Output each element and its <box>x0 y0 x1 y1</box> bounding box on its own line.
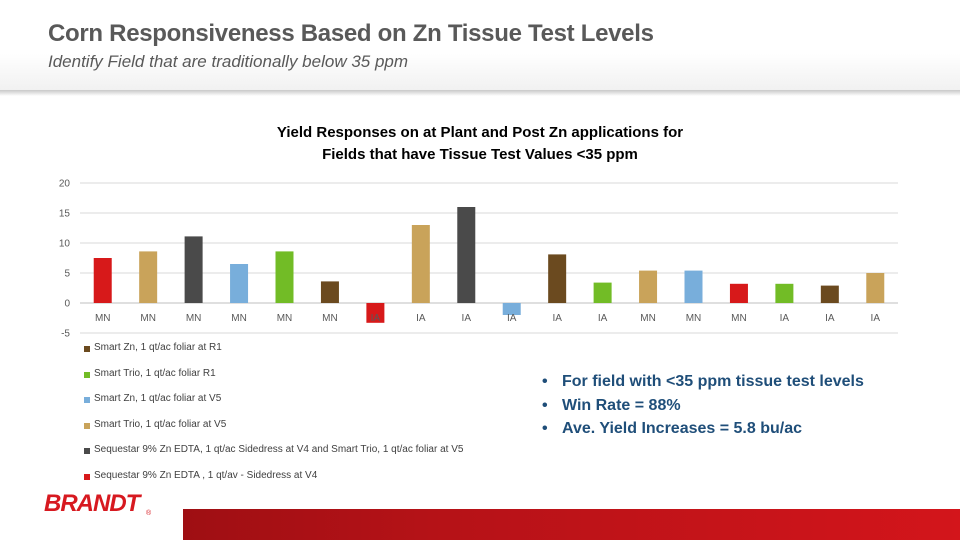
x-tick-label: MN <box>322 313 338 324</box>
bar <box>593 282 612 303</box>
x-tick-label: IA <box>462 313 472 324</box>
legend-label: Sequestar 9% Zn EDTA , 1 qt/av - Sidedre… <box>94 469 318 481</box>
bar <box>775 283 794 303</box>
x-tick-label: MN <box>140 313 156 324</box>
x-tick-label: IA <box>507 313 517 324</box>
registered-mark: ® <box>146 510 152 517</box>
legend-swatch <box>84 397 90 403</box>
brandt-logo: BRANDT <box>44 490 140 517</box>
logo-container <box>0 488 183 540</box>
x-tick-label: MN <box>686 313 702 324</box>
x-tick-label: MN <box>95 313 111 324</box>
x-tick-label: MN <box>731 313 747 324</box>
y-tick-label: 10 <box>59 239 71 250</box>
x-tick-label: IA <box>552 313 562 324</box>
bar <box>139 251 158 303</box>
summary-bullets: For field with <35 ppm tissue test level… <box>540 370 864 441</box>
bar <box>502 303 521 315</box>
bar <box>184 236 203 303</box>
legend-label: Smart Trio, 1 qt/ac foliar at V5 <box>94 418 227 430</box>
y-tick-label: 20 <box>59 179 71 190</box>
legend-swatch <box>84 473 90 480</box>
legend-swatch <box>84 448 90 454</box>
bar <box>93 258 112 303</box>
chart-title-line-1: Yield Responses on at Plant and Post Zn … <box>276 124 684 141</box>
legend-swatch <box>84 371 90 378</box>
x-tick-label: IA <box>598 313 608 324</box>
bar <box>230 264 249 303</box>
x-tick-label: IA <box>780 313 790 324</box>
legend-label: Smart Zn, 1 qt/ac foliar at R1 <box>94 342 222 353</box>
legend-label: Smart Zn, 1 qt/ac foliar at V5 <box>94 393 222 404</box>
bar <box>548 254 567 303</box>
x-tick-label: IA <box>416 313 426 324</box>
x-tick-label: MN <box>640 313 656 324</box>
x-tick-label: IA <box>371 313 381 324</box>
y-tick-label: 15 <box>59 209 71 220</box>
x-tick-label: MN <box>231 313 247 324</box>
bar <box>866 273 885 303</box>
legend-swatch <box>84 422 90 429</box>
bullet-item: For field with <35 ppm tissue test level… <box>540 370 864 394</box>
bar <box>639 270 658 303</box>
x-tick-label: IA <box>871 313 881 324</box>
bar <box>411 225 430 303</box>
page-subtitle: Identify Field that are traditionally be… <box>48 52 409 71</box>
bullet-item: Win Rate = 88% <box>540 394 864 418</box>
bar <box>684 270 703 303</box>
bar <box>320 281 339 303</box>
legend-swatch <box>84 346 90 352</box>
y-tick-label: 0 <box>64 299 70 310</box>
bar <box>729 283 748 303</box>
chart-title-line-2: Fields that have Tissue Test Values <35 … <box>322 146 638 163</box>
bar <box>366 303 385 323</box>
x-tick-label: MN <box>186 313 202 324</box>
header-divider <box>0 90 960 96</box>
x-tick-label: MN <box>277 313 293 324</box>
legend-label: Smart Trio, 1 qt/ac foliar R1 <box>94 367 216 379</box>
bar <box>275 251 294 303</box>
bullet-item: Ave. Yield Increases = 5.8 bu/ac <box>540 417 864 441</box>
header-band <box>0 0 960 90</box>
x-tick-label: IA <box>825 313 835 324</box>
chart-title: Yield Responses on at Plant and Post Zn … <box>200 122 760 166</box>
legend-label: Sequestar 9% Zn EDTA, 1 qt/ac Sidedress … <box>94 444 464 455</box>
yield-bar-chart: 20 15 10 5 0 -5 MN MN MN MN MN MN IA IA IA IA IA IA MN MN MN… <box>59 179 898 340</box>
y-tick-label: -5 <box>61 329 70 340</box>
bar <box>820 285 839 303</box>
bar <box>457 207 476 303</box>
page-title: Corn Responsiveness Based on Zn Tissue T… <box>48 20 654 47</box>
y-tick-label: 5 <box>64 269 70 280</box>
